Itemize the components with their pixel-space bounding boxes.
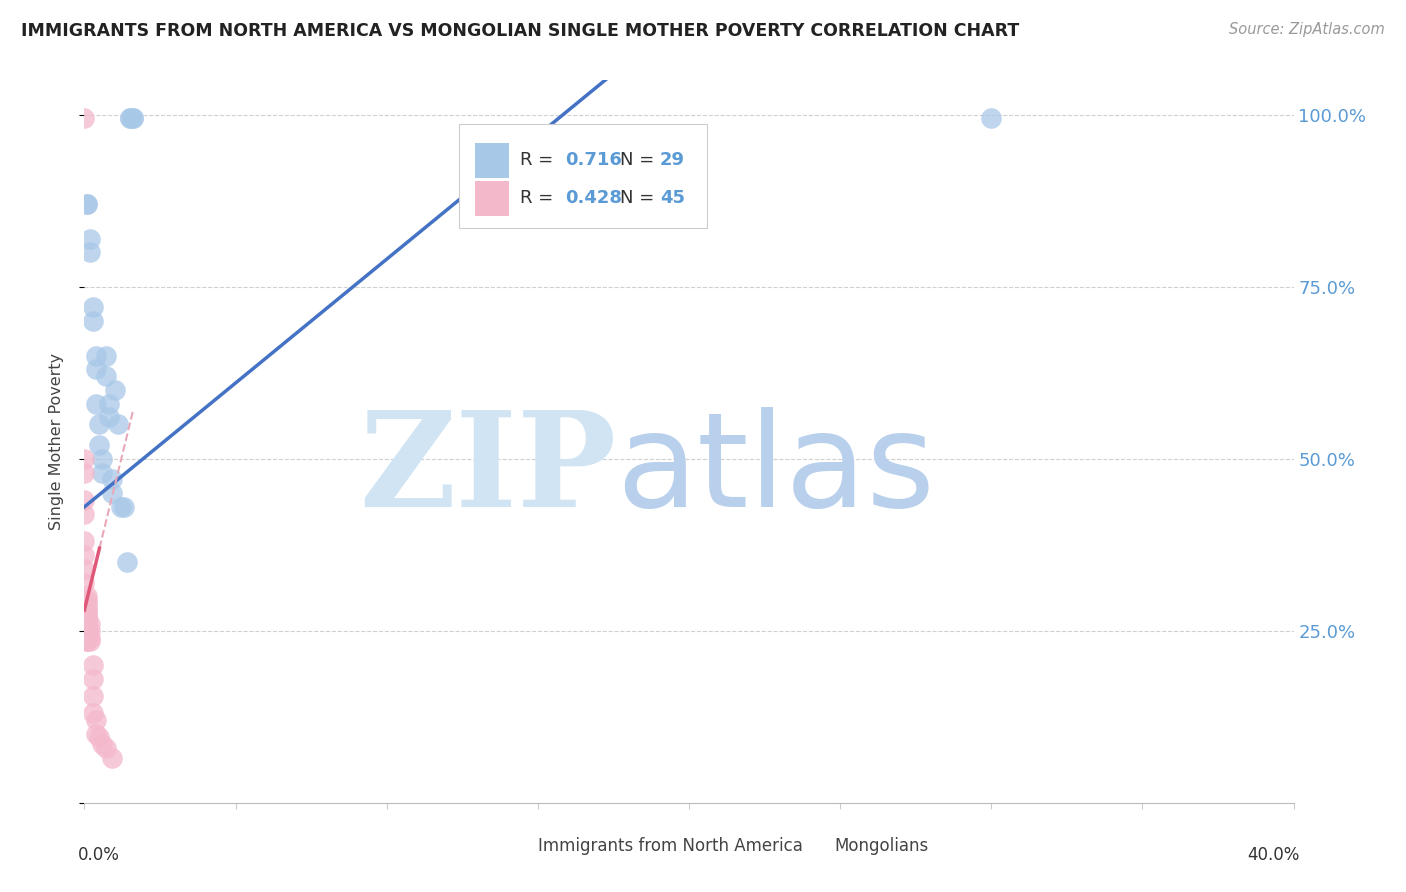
Point	[86, 713, 108, 727]
FancyBboxPatch shape	[475, 143, 509, 178]
Point	[100, 486, 122, 500]
Point	[91, 451, 114, 466]
Point	[112, 500, 135, 514]
Point	[91, 737, 114, 751]
Point	[91, 466, 114, 480]
Text: R =: R =	[520, 151, 558, 169]
Point	[76, 592, 98, 607]
Text: 40.0%: 40.0%	[1247, 847, 1299, 864]
Point	[79, 631, 101, 645]
Point	[73, 466, 96, 480]
Point	[79, 634, 101, 648]
Point	[73, 548, 96, 562]
Point	[76, 616, 98, 631]
Point	[82, 706, 104, 721]
Point	[115, 555, 138, 569]
Point	[89, 438, 111, 452]
Point	[73, 575, 96, 590]
Point	[86, 727, 108, 741]
Point	[79, 616, 101, 631]
Circle shape	[499, 838, 529, 855]
Point	[980, 111, 1002, 125]
Point	[118, 111, 141, 125]
Point	[86, 362, 108, 376]
Text: 0.428: 0.428	[565, 189, 623, 207]
Point	[82, 658, 104, 673]
Point	[89, 417, 111, 432]
Point	[76, 627, 98, 641]
Point	[76, 627, 98, 641]
Point	[76, 590, 98, 604]
Text: 45: 45	[659, 189, 685, 207]
Point	[86, 397, 108, 411]
FancyBboxPatch shape	[475, 181, 509, 216]
Text: R =: R =	[520, 189, 558, 207]
Text: IMMIGRANTS FROM NORTH AMERICA VS MONGOLIAN SINGLE MOTHER POVERTY CORRELATION CHA: IMMIGRANTS FROM NORTH AMERICA VS MONGOLI…	[21, 22, 1019, 40]
Point	[97, 410, 120, 425]
Point	[100, 751, 122, 765]
Point	[76, 610, 98, 624]
Text: 0.716: 0.716	[565, 151, 623, 169]
Text: ZIP: ZIP	[360, 406, 616, 535]
Point	[118, 111, 141, 125]
Point	[79, 231, 101, 245]
Point	[86, 349, 108, 363]
Point	[97, 397, 120, 411]
Point	[76, 596, 98, 610]
Point	[76, 614, 98, 628]
Text: 0.0%: 0.0%	[79, 847, 120, 864]
Point	[76, 197, 98, 211]
Point	[107, 417, 129, 432]
Text: Mongolians: Mongolians	[834, 838, 928, 855]
Point	[82, 301, 104, 315]
Point	[76, 603, 98, 617]
Circle shape	[796, 838, 824, 855]
Text: Source: ZipAtlas.com: Source: ZipAtlas.com	[1229, 22, 1385, 37]
Point	[76, 631, 98, 645]
Point	[94, 740, 117, 755]
Point	[121, 111, 143, 125]
Text: N =: N =	[620, 189, 659, 207]
Point	[73, 451, 96, 466]
Point	[79, 245, 101, 260]
Point	[76, 197, 98, 211]
Text: Immigrants from North America: Immigrants from North America	[538, 838, 803, 855]
Point	[76, 631, 98, 645]
Point	[73, 111, 96, 125]
Point	[82, 689, 104, 703]
Point	[76, 634, 98, 648]
Point	[82, 672, 104, 686]
Point	[76, 603, 98, 617]
Point	[94, 349, 117, 363]
Point	[104, 383, 127, 397]
Point	[76, 634, 98, 648]
Point	[94, 369, 117, 384]
Point	[76, 620, 98, 634]
Point	[73, 534, 96, 549]
Point	[76, 599, 98, 614]
Text: atlas: atlas	[616, 407, 935, 534]
Point	[89, 731, 111, 745]
Point	[76, 616, 98, 631]
Point	[76, 620, 98, 634]
Point	[76, 624, 98, 638]
Point	[100, 472, 122, 486]
Text: N =: N =	[620, 151, 659, 169]
Point	[79, 624, 101, 638]
Point	[121, 111, 143, 125]
Point	[82, 314, 104, 328]
Point	[76, 624, 98, 638]
Point	[73, 562, 96, 576]
FancyBboxPatch shape	[460, 124, 707, 228]
Point	[76, 610, 98, 624]
Text: 29: 29	[659, 151, 685, 169]
Point	[73, 493, 96, 508]
Point	[73, 507, 96, 521]
Point	[76, 607, 98, 621]
Y-axis label: Single Mother Poverty: Single Mother Poverty	[49, 353, 63, 530]
Point	[110, 500, 132, 514]
